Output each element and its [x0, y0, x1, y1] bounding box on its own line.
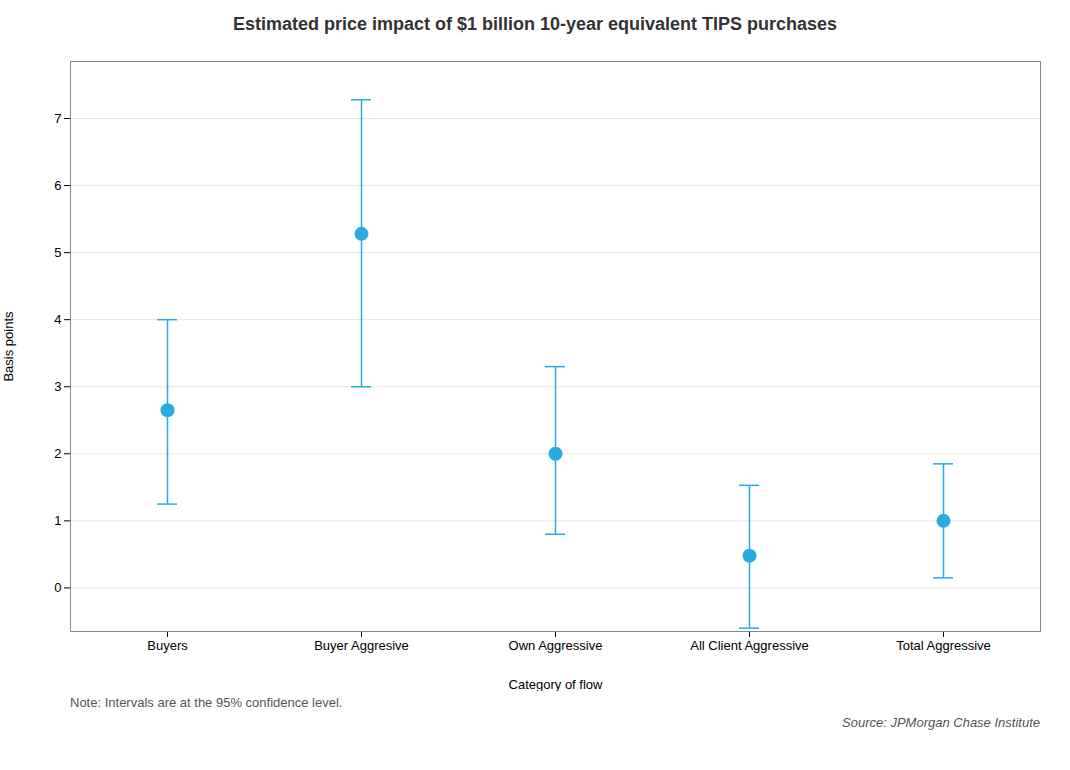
svg-text:4: 4 [54, 312, 61, 327]
svg-text:0: 0 [54, 580, 61, 595]
svg-text:All Client Aggressive: All Client Aggressive [690, 638, 809, 653]
svg-text:1: 1 [54, 513, 61, 528]
svg-text:2: 2 [54, 446, 61, 461]
svg-text:6: 6 [54, 178, 61, 193]
svg-text:Basis points: Basis points [1, 311, 16, 382]
svg-text:7: 7 [54, 111, 61, 126]
svg-text:Own Aggressive: Own Aggressive [509, 638, 603, 653]
svg-text:Category of flow: Category of flow [509, 677, 604, 692]
svg-text:3: 3 [54, 379, 61, 394]
svg-text:Buyer Aggresive: Buyer Aggresive [314, 638, 409, 653]
svg-text:Buyers: Buyers [147, 638, 188, 653]
html-text:Estimated price impact of $1 b: Estimated price impact of $1 billion 10-… [232, 14, 838, 34]
html-text:Note: Intervals are at the 95%: Note: Intervals are at the 95% confidenc… [70, 695, 343, 710]
html-text:Source: JPMorgan Chase Institu: Source: JPMorgan Chase Institute [842, 715, 1040, 730]
svg-text:Total Aggressive: Total Aggressive [896, 638, 991, 653]
svg-text:5: 5 [54, 245, 61, 260]
